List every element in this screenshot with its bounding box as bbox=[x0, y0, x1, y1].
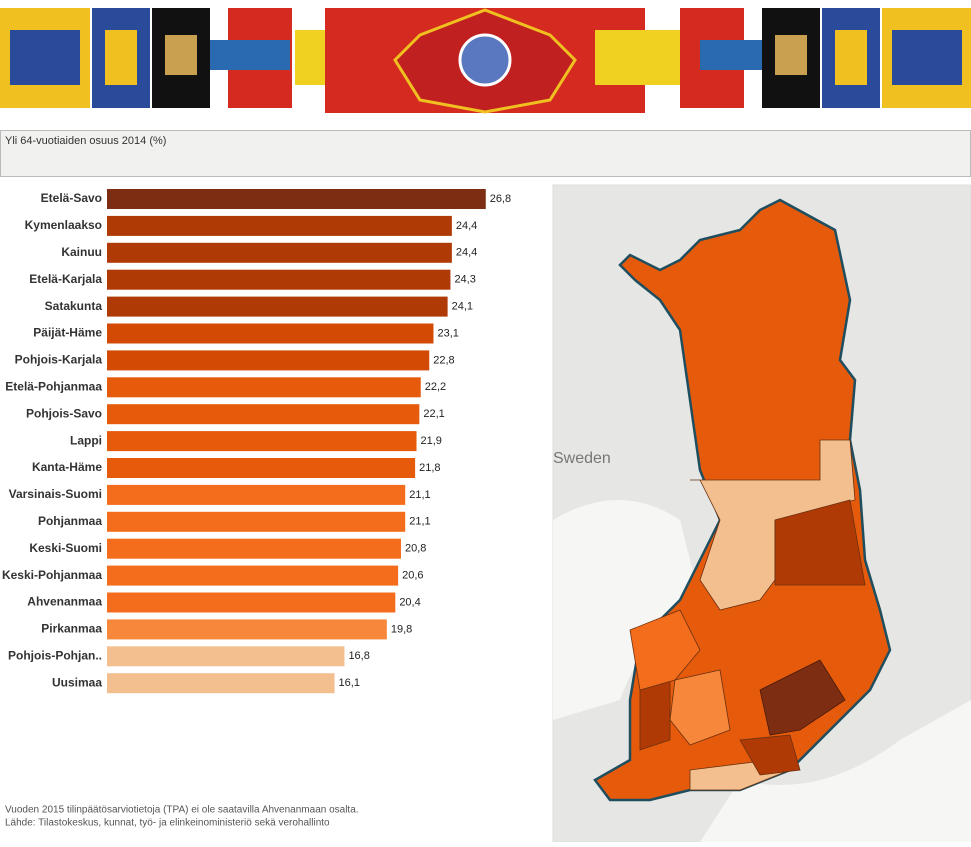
bar bbox=[107, 565, 399, 586]
value-label: 24,4 bbox=[456, 220, 477, 232]
bar bbox=[107, 646, 345, 667]
bar bbox=[107, 296, 448, 317]
value-label: 21,1 bbox=[409, 489, 430, 501]
category-label: Pohjois-Pohjan.. bbox=[8, 648, 102, 662]
category-label: Pirkanmaa bbox=[41, 622, 102, 636]
footnote: Vuoden 2015 tilinpäätösarviotietoja (TPA… bbox=[5, 805, 359, 816]
category-label: Etelä-Savo bbox=[41, 191, 102, 205]
value-label: 21,9 bbox=[421, 435, 442, 447]
bar bbox=[107, 673, 335, 694]
value-label: 20,8 bbox=[405, 543, 426, 555]
title-box bbox=[0, 130, 971, 177]
category-label: Kainuu bbox=[61, 245, 102, 259]
value-label: 16,8 bbox=[348, 650, 369, 662]
category-label: Kanta-Häme bbox=[32, 460, 102, 474]
value-label: 23,1 bbox=[437, 327, 458, 339]
category-label: Keski-Pohjanmaa bbox=[2, 568, 102, 582]
bar bbox=[107, 242, 452, 263]
value-label: 21,8 bbox=[419, 462, 440, 474]
bar bbox=[107, 484, 406, 505]
bar bbox=[107, 511, 406, 532]
value-label: 19,8 bbox=[391, 623, 412, 635]
value-label: 24,4 bbox=[456, 247, 477, 259]
bar bbox=[107, 377, 421, 398]
value-label: 21,1 bbox=[409, 516, 430, 528]
map: Sweden bbox=[552, 184, 971, 843]
bar bbox=[107, 323, 434, 344]
value-label: 20,6 bbox=[402, 570, 423, 582]
bar bbox=[107, 458, 416, 478]
category-label: Satakunta bbox=[45, 299, 103, 313]
category-label: Uusimaa bbox=[52, 675, 102, 689]
category-label: Varsinais-Suomi bbox=[9, 487, 102, 501]
bar bbox=[107, 619, 387, 640]
chart-title: Yli 64-vuotiaiden osuus 2014 (%) bbox=[5, 135, 166, 147]
value-label: 24,3 bbox=[454, 274, 475, 286]
footnote: Lähde: Tilastokeskus, kunnat, työ- ja el… bbox=[5, 818, 330, 829]
map-label: Sweden bbox=[553, 450, 611, 467]
value-label: 22,1 bbox=[423, 408, 444, 420]
bar bbox=[107, 350, 430, 371]
category-label: Pohjois-Karjala bbox=[15, 353, 103, 367]
category-label: Keski-Suomi bbox=[29, 541, 102, 555]
bar bbox=[107, 404, 420, 425]
category-label: Pohjanmaa bbox=[38, 514, 102, 528]
value-label: 22,2 bbox=[425, 381, 446, 393]
bar bbox=[107, 189, 486, 209]
category-label: Ahvenanmaa bbox=[27, 595, 102, 609]
value-label: 22,8 bbox=[433, 354, 454, 366]
value-label: 24,1 bbox=[452, 301, 473, 313]
bar bbox=[107, 431, 417, 452]
category-label: Etelä-Karjala bbox=[29, 272, 102, 286]
bar bbox=[107, 592, 396, 613]
bar bbox=[107, 538, 401, 559]
category-label: Etelä-Pohjanmaa bbox=[5, 379, 102, 393]
banner bbox=[0, 0, 971, 115]
category-label: Lappi bbox=[70, 433, 102, 447]
value-label: 26,8 bbox=[490, 193, 511, 205]
bar bbox=[107, 215, 452, 236]
category-label: Pohjois-Savo bbox=[26, 406, 102, 420]
category-label: Kymenlaakso bbox=[25, 218, 102, 232]
bar bbox=[107, 269, 451, 290]
value-label: 20,4 bbox=[399, 596, 420, 608]
value-label: 16,1 bbox=[339, 677, 360, 689]
category-label: Päijät-Häme bbox=[33, 326, 102, 340]
